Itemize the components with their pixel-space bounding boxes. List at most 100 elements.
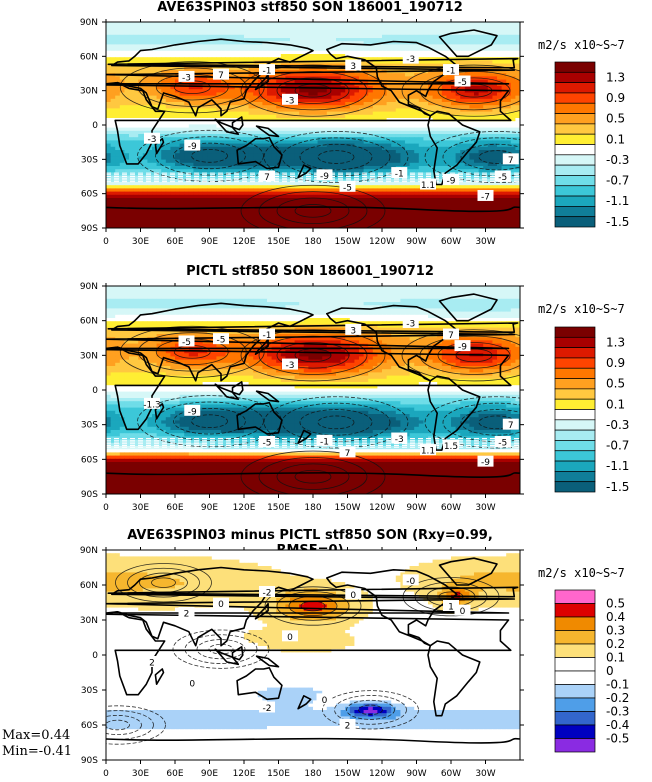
field-cell — [354, 130, 360, 135]
field-cell — [303, 182, 309, 186]
field-cell — [110, 114, 116, 119]
field-cell — [188, 156, 194, 160]
field-cell — [161, 188, 167, 192]
field-cell — [400, 22, 406, 26]
field-cell — [363, 166, 369, 170]
field-cell — [225, 34, 231, 39]
field-cell — [129, 188, 134, 192]
field-cell — [354, 98, 360, 103]
field-cell — [464, 114, 470, 119]
field-cell — [455, 41, 461, 45]
field-cell — [437, 159, 443, 164]
field-cell — [515, 95, 520, 100]
field-cell — [478, 134, 484, 138]
field-cell — [234, 108, 240, 112]
field-cell — [497, 121, 502, 125]
field-cell — [211, 124, 217, 128]
field-cell — [349, 108, 355, 112]
field-cell — [400, 188, 406, 192]
field-cell — [317, 159, 323, 164]
field-cell — [257, 143, 263, 148]
field-cell — [276, 124, 282, 128]
field-cell — [133, 44, 139, 48]
field-cell — [202, 185, 208, 189]
field-cell — [386, 76, 392, 80]
field-cell — [147, 178, 153, 183]
field-cell — [432, 50, 438, 55]
field-cell — [506, 182, 512, 186]
field-cell — [216, 178, 222, 183]
field-cell — [294, 108, 300, 112]
field-cell — [303, 34, 309, 39]
field-cell — [441, 95, 447, 100]
field-cell — [257, 50, 263, 55]
field-cell — [244, 66, 249, 71]
field-cell — [506, 102, 512, 106]
field-cell — [492, 137, 498, 141]
field-cell — [211, 50, 217, 55]
field-cell — [234, 50, 240, 55]
field-cell — [317, 34, 323, 39]
field-cell — [271, 191, 277, 196]
field-cell — [308, 178, 314, 183]
field-cell — [359, 127, 364, 132]
field-cell — [133, 185, 139, 189]
field-cell — [221, 34, 226, 39]
field-cell — [211, 34, 217, 39]
field-cell — [382, 124, 387, 128]
field-cell — [372, 150, 378, 154]
field-cell — [198, 98, 203, 103]
field-cell — [483, 127, 489, 132]
field-cell — [207, 166, 213, 170]
field-cell — [271, 156, 277, 160]
field-cell — [198, 44, 203, 48]
field-cell — [253, 127, 259, 132]
field-cell — [119, 95, 125, 100]
field-cell — [382, 175, 387, 180]
field-cell — [106, 34, 111, 39]
field-cell — [331, 130, 337, 135]
field-cell — [142, 124, 148, 128]
field-cell — [225, 114, 231, 119]
field-cell — [414, 134, 420, 138]
field-cell — [414, 137, 420, 141]
field-cell — [474, 156, 479, 160]
field-cell — [349, 89, 355, 93]
field-cell — [474, 22, 479, 26]
field-cell — [317, 146, 323, 151]
field-cell — [133, 95, 139, 100]
field-cell — [336, 172, 341, 176]
field-cell — [119, 153, 125, 157]
field-cell — [432, 54, 438, 58]
field-cell — [179, 38, 185, 42]
field-cell — [170, 41, 176, 45]
field-cell — [207, 130, 213, 135]
field-cell — [299, 95, 305, 100]
field-cell — [133, 38, 139, 42]
field-cell — [188, 66, 194, 71]
field-cell — [391, 25, 397, 29]
field-cell — [368, 89, 374, 93]
field-cell — [234, 92, 240, 96]
field-cell — [239, 111, 245, 116]
field-cell — [184, 60, 190, 64]
field-cell — [446, 98, 452, 103]
field-cell — [391, 185, 397, 189]
field-cell — [423, 137, 429, 141]
field-cell — [418, 34, 424, 39]
field-cell — [487, 102, 493, 106]
field-cell — [464, 137, 470, 141]
field-cell — [451, 22, 456, 26]
field-cell — [487, 34, 493, 39]
field-cell — [119, 166, 125, 170]
field-cell — [202, 92, 208, 96]
field-cell — [221, 105, 226, 109]
field-cell — [372, 159, 378, 164]
field-cell — [267, 105, 272, 109]
field-cell — [478, 140, 484, 144]
field-cell — [363, 127, 369, 132]
field-cell — [497, 159, 502, 164]
field-cell — [207, 57, 213, 61]
field-cell — [175, 76, 180, 80]
